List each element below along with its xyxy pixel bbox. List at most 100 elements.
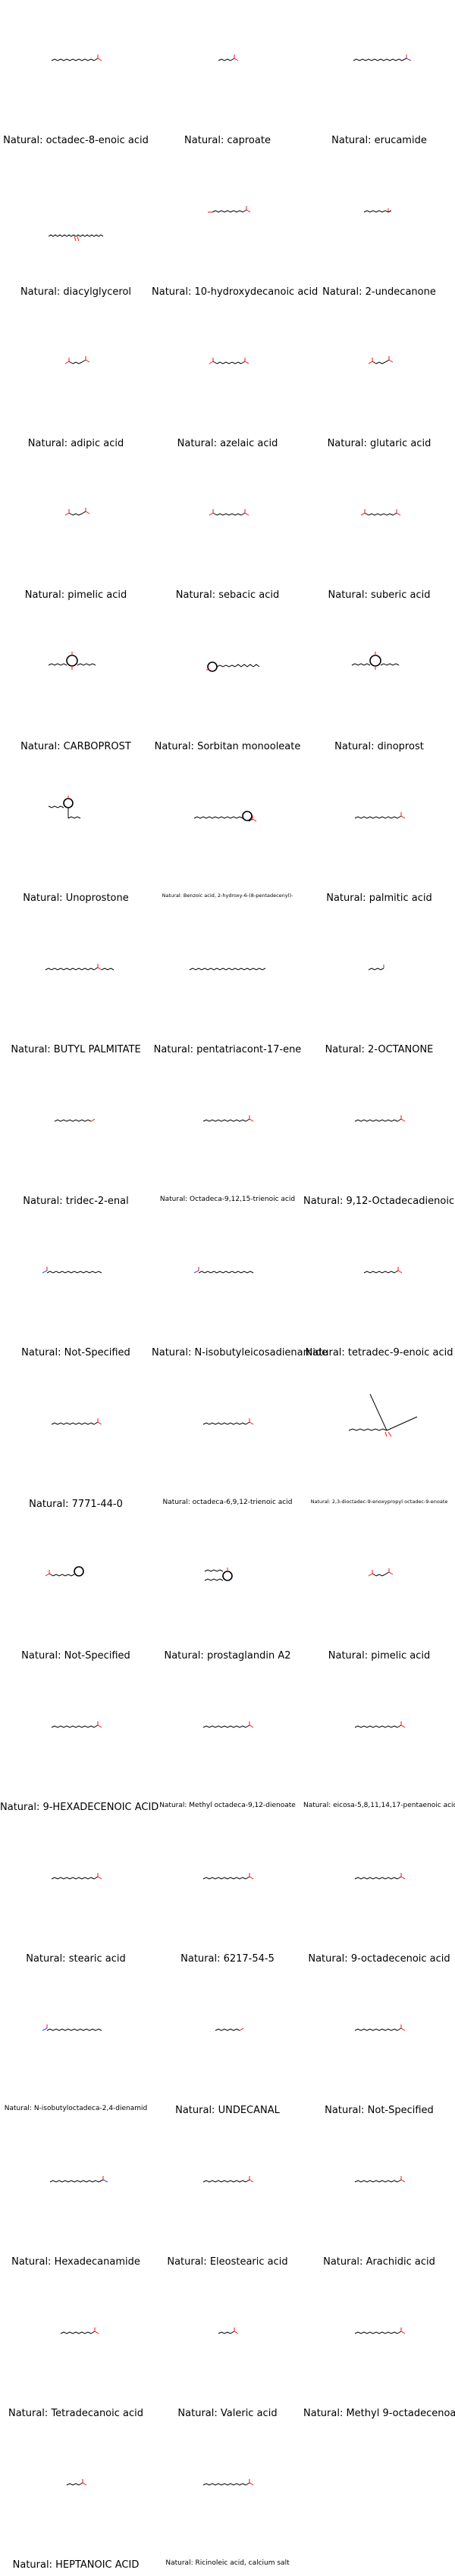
structure-drawing [51, 1873, 102, 1880]
caption-prefix: Natural: [325, 2105, 368, 2116]
structure-drawing [60, 2327, 99, 2334]
molecule-cell: Natural: Octadeca-9,12,15-trienoic acid [152, 1061, 303, 1212]
structure-drawing [202, 1115, 254, 1122]
hydroxyl-oxygen [400, 2027, 406, 2031]
hydroxyl-oxygen [400, 2331, 406, 2334]
bond-chain [353, 58, 403, 61]
bond-chain [216, 361, 242, 364]
carbonyl-bond [78, 2482, 83, 2486]
hydroxyl-oxygen [368, 361, 373, 364]
bond-chain [212, 210, 243, 213]
carbonyl-bond [372, 1573, 377, 1577]
carbonyl-bond [245, 1421, 250, 1425]
molecule-caption: Natural: BUTYL PALMITATE [0, 1044, 152, 1055]
bond-chain [66, 2483, 80, 2486]
carbonyl-bond [397, 2179, 402, 2183]
molecule-caption: Natural: Methyl octadeca-9,12-dienoate [152, 1802, 303, 1809]
bond-chain [49, 2180, 99, 2183]
carbonyl-bond [248, 818, 253, 822]
caption-prefix: Natural: [322, 286, 366, 298]
hydroxyl-oxygen [209, 361, 214, 364]
molecule-caption: Natural: Sorbitan monooleate [152, 741, 303, 752]
hydroxyl-oxygen [85, 511, 90, 514]
carbonyl-bond [397, 815, 402, 819]
molecule-caption: Natural: 10-hydroxydecanoic acid [152, 286, 318, 298]
molecule-caption: Natural: pentatriacont-17-ene [152, 1044, 303, 1055]
molecule-name: Not-Specified [64, 1347, 130, 1358]
caption-prefix: Natural: [334, 741, 378, 752]
hydroxyl-oxygen [249, 2482, 254, 2486]
hydroxyl-oxygen [400, 1118, 406, 1122]
bond-chain [52, 1574, 75, 1577]
molecule-cell: Natural: sebacic acid [152, 455, 303, 606]
carbonyl-bond [397, 1876, 402, 1880]
structure-drawing [363, 1267, 403, 1274]
molecule-cell: Natural: Ricinoleic acid, calcium salt [152, 2424, 303, 2576]
bond-chain [204, 1578, 224, 1581]
carbonyl-bond [394, 1270, 399, 1274]
caption-prefix: Natural: [0, 1802, 43, 1813]
structure-drawing [218, 2327, 239, 2334]
bond [386, 1416, 418, 1431]
bond-chain [354, 2028, 398, 2031]
carbonyl-bond [245, 2179, 250, 2183]
hydroxyl-oxygen [252, 818, 257, 822]
structure-drawing [353, 55, 412, 61]
molecule-cell: Natural: Sorbitan monooleate [152, 606, 303, 758]
caption-prefix: Natural: [303, 1802, 334, 1809]
structure-drawing [351, 652, 400, 670]
bond-chain [354, 2331, 398, 2334]
molecule-cell: Natural: Methyl octadeca-9,12-dienoate [152, 1667, 303, 1818]
caption-prefix: Natural: [27, 438, 71, 449]
bond-chain [368, 968, 384, 971]
ester-oxygen [388, 1431, 392, 1437]
ring [63, 798, 74, 808]
structure-drawing [51, 1721, 102, 1728]
molecule-name: Ricinoleic acid, calcium salt [195, 2559, 290, 2567]
caption-prefix: Natural: [152, 286, 195, 298]
bond-chain [380, 663, 400, 666]
hydroxyl-oxygen [97, 1724, 102, 1728]
molecule-cell: Natural: 9,12-Octadecadienoic acid [303, 1061, 455, 1212]
molecule-cell: Natural: pimelic acid [0, 455, 152, 606]
hydroxyl-oxygen [234, 2331, 239, 2334]
carbonyl-bond [212, 361, 218, 364]
structure-drawing [202, 2176, 254, 2183]
molecule-cell: Natural: octadec-8-enoic acid [0, 0, 152, 152]
molecule-name: Not-Specified [64, 1650, 130, 1662]
caption-prefix: Natural: [305, 1347, 348, 1358]
caption-prefix: Natural: [326, 893, 369, 904]
molecule-name: octadec-8-enoic acid [46, 135, 149, 146]
caption-prefix: Natural: [29, 1499, 72, 1510]
molecule-cell: Natural: eicosa-5,8,11,14,17-pentaenoic … [303, 1667, 455, 1818]
molecule-name: erucamide [374, 135, 427, 146]
molecule-cell: Natural: UNDECANAL [152, 1970, 303, 2121]
carbonyl-bond [93, 1421, 99, 1425]
structure-drawing [51, 55, 102, 61]
bond-chain [193, 816, 243, 819]
molecule-name: Valeric acid [220, 2408, 278, 2419]
caption-prefix: Natural: [325, 1044, 369, 1055]
bond-chain [216, 513, 242, 516]
structure-drawing [193, 811, 257, 822]
molecule-caption: Natural: Methyl 9-octadecenoate [303, 2408, 455, 2419]
caption-prefix: Natural: [184, 135, 228, 146]
molecule-name: Unoprostone [65, 893, 129, 904]
hydroxyl-oxygen [249, 2179, 254, 2183]
hydroxyl-oxygen [400, 815, 406, 819]
caption-prefix: Natural: [167, 2256, 210, 2268]
molecule-name: octadeca-6,9,12-trienoic acid [192, 1499, 293, 1506]
carbonyl-bond [81, 359, 86, 363]
molecule-cell: Natural: Benzoic acid, 2-hydroxy-6-(8-pe… [152, 758, 303, 909]
carbonyl-bond [93, 967, 99, 971]
structure-drawing [206, 661, 260, 672]
structure-drawing [218, 55, 239, 61]
molecule-name: 2,3-dioctadec-9-enoxypropyl octadec-9-en… [331, 1499, 448, 1505]
molecule-caption: Natural: Valeric acid [152, 2408, 303, 2419]
structure-drawing [48, 796, 81, 819]
molecule-caption: Natural: diacylglycerol [0, 286, 152, 298]
molecule-caption: Natural: Not-Specified [0, 1347, 152, 1358]
hydroxyl-oxygen [82, 2482, 87, 2486]
molecule-name: pimelic acid [67, 589, 127, 601]
